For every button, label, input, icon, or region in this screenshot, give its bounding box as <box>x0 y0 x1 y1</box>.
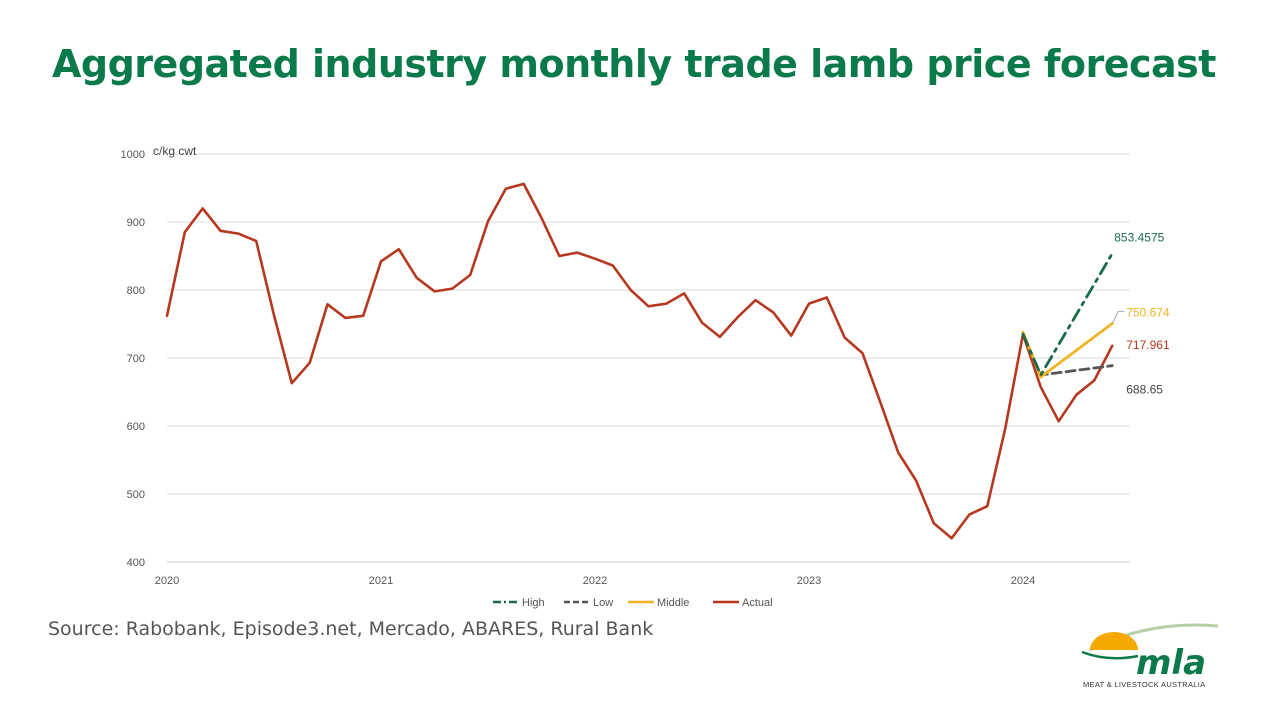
logo-sun <box>1090 632 1138 650</box>
legend-label-actual: Actual <box>742 597 773 609</box>
end-label-high: 853.4575 <box>1114 231 1164 245</box>
x-tick-label: 2021 <box>369 575 393 587</box>
end-label-actual: 717.961 <box>1126 338 1170 352</box>
y-tick-label: 700 <box>127 353 145 365</box>
source-note: Source: Rabobank, Episode3.net, Mercado,… <box>48 618 654 640</box>
series-lines <box>165 182 1114 540</box>
y-tick-label: 1000 <box>121 149 145 161</box>
end-labels: 853.4575 688.65 750.674 717.961 <box>1111 231 1170 397</box>
y-axis-ticks: 400 500 600 700 800 900 1000 <box>121 149 145 569</box>
legend-label-low: Low <box>593 597 613 609</box>
series-line-actual <box>165 182 1114 540</box>
legend-label-high: High <box>522 597 545 609</box>
y-tick-label: 400 <box>127 557 145 569</box>
end-label-middle: 750.674 <box>1126 306 1170 320</box>
legend-label-middle: Middle <box>657 597 689 609</box>
x-tick-label: 2022 <box>583 575 607 587</box>
y-tick-label: 900 <box>127 217 145 229</box>
gridlines <box>167 153 1130 495</box>
y-tick-label: 500 <box>127 489 145 501</box>
mla-logo: mla <box>1081 623 1219 683</box>
logo-wordmark: mla <box>1136 643 1206 683</box>
logo-swoosh <box>1081 650 1139 660</box>
y-tick-label: 800 <box>127 285 145 297</box>
logo-tagline: MEAT & LIVESTOCK AUSTRALIA <box>1083 680 1206 689</box>
leader-line <box>1111 311 1125 324</box>
y-tick-label: 600 <box>127 421 145 433</box>
series-line-high <box>1021 252 1114 377</box>
series-line-middle <box>1021 322 1114 379</box>
end-label-low: 688.65 <box>1126 383 1163 397</box>
slide-title: Aggregated industry monthly trade lamb p… <box>52 42 1216 86</box>
x-tick-label: 2024 <box>1011 575 1035 587</box>
y-axis-label: c/kg cwt <box>153 144 197 158</box>
x-tick-label: 2023 <box>797 575 821 587</box>
legend: High Low Middle Actual <box>493 597 773 609</box>
x-axis-ticks: 2020 2021 2022 2023 2024 <box>155 575 1035 587</box>
x-tick-label: 2020 <box>155 575 179 587</box>
